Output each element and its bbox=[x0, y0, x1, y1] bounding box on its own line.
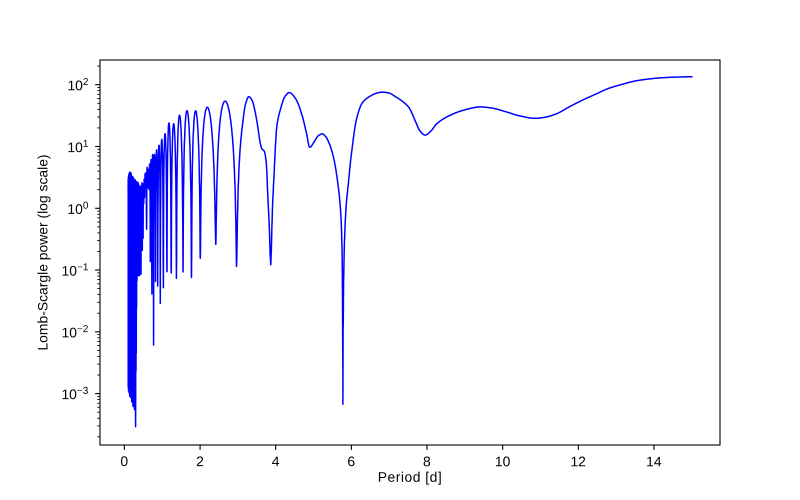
svg-text:0: 0 bbox=[120, 453, 128, 469]
svg-text:8: 8 bbox=[423, 453, 431, 469]
svg-text:10: 10 bbox=[495, 453, 511, 469]
svg-text:Period [d]: Period [d] bbox=[378, 469, 442, 485]
svg-text:2: 2 bbox=[196, 453, 204, 469]
svg-text:12: 12 bbox=[570, 453, 586, 469]
svg-text:6: 6 bbox=[347, 453, 355, 469]
svg-text:14: 14 bbox=[646, 453, 662, 469]
svg-text:4: 4 bbox=[272, 453, 280, 469]
svg-text:Lomb-Scargle power (log scale): Lomb-Scargle power (log scale) bbox=[35, 154, 51, 350]
